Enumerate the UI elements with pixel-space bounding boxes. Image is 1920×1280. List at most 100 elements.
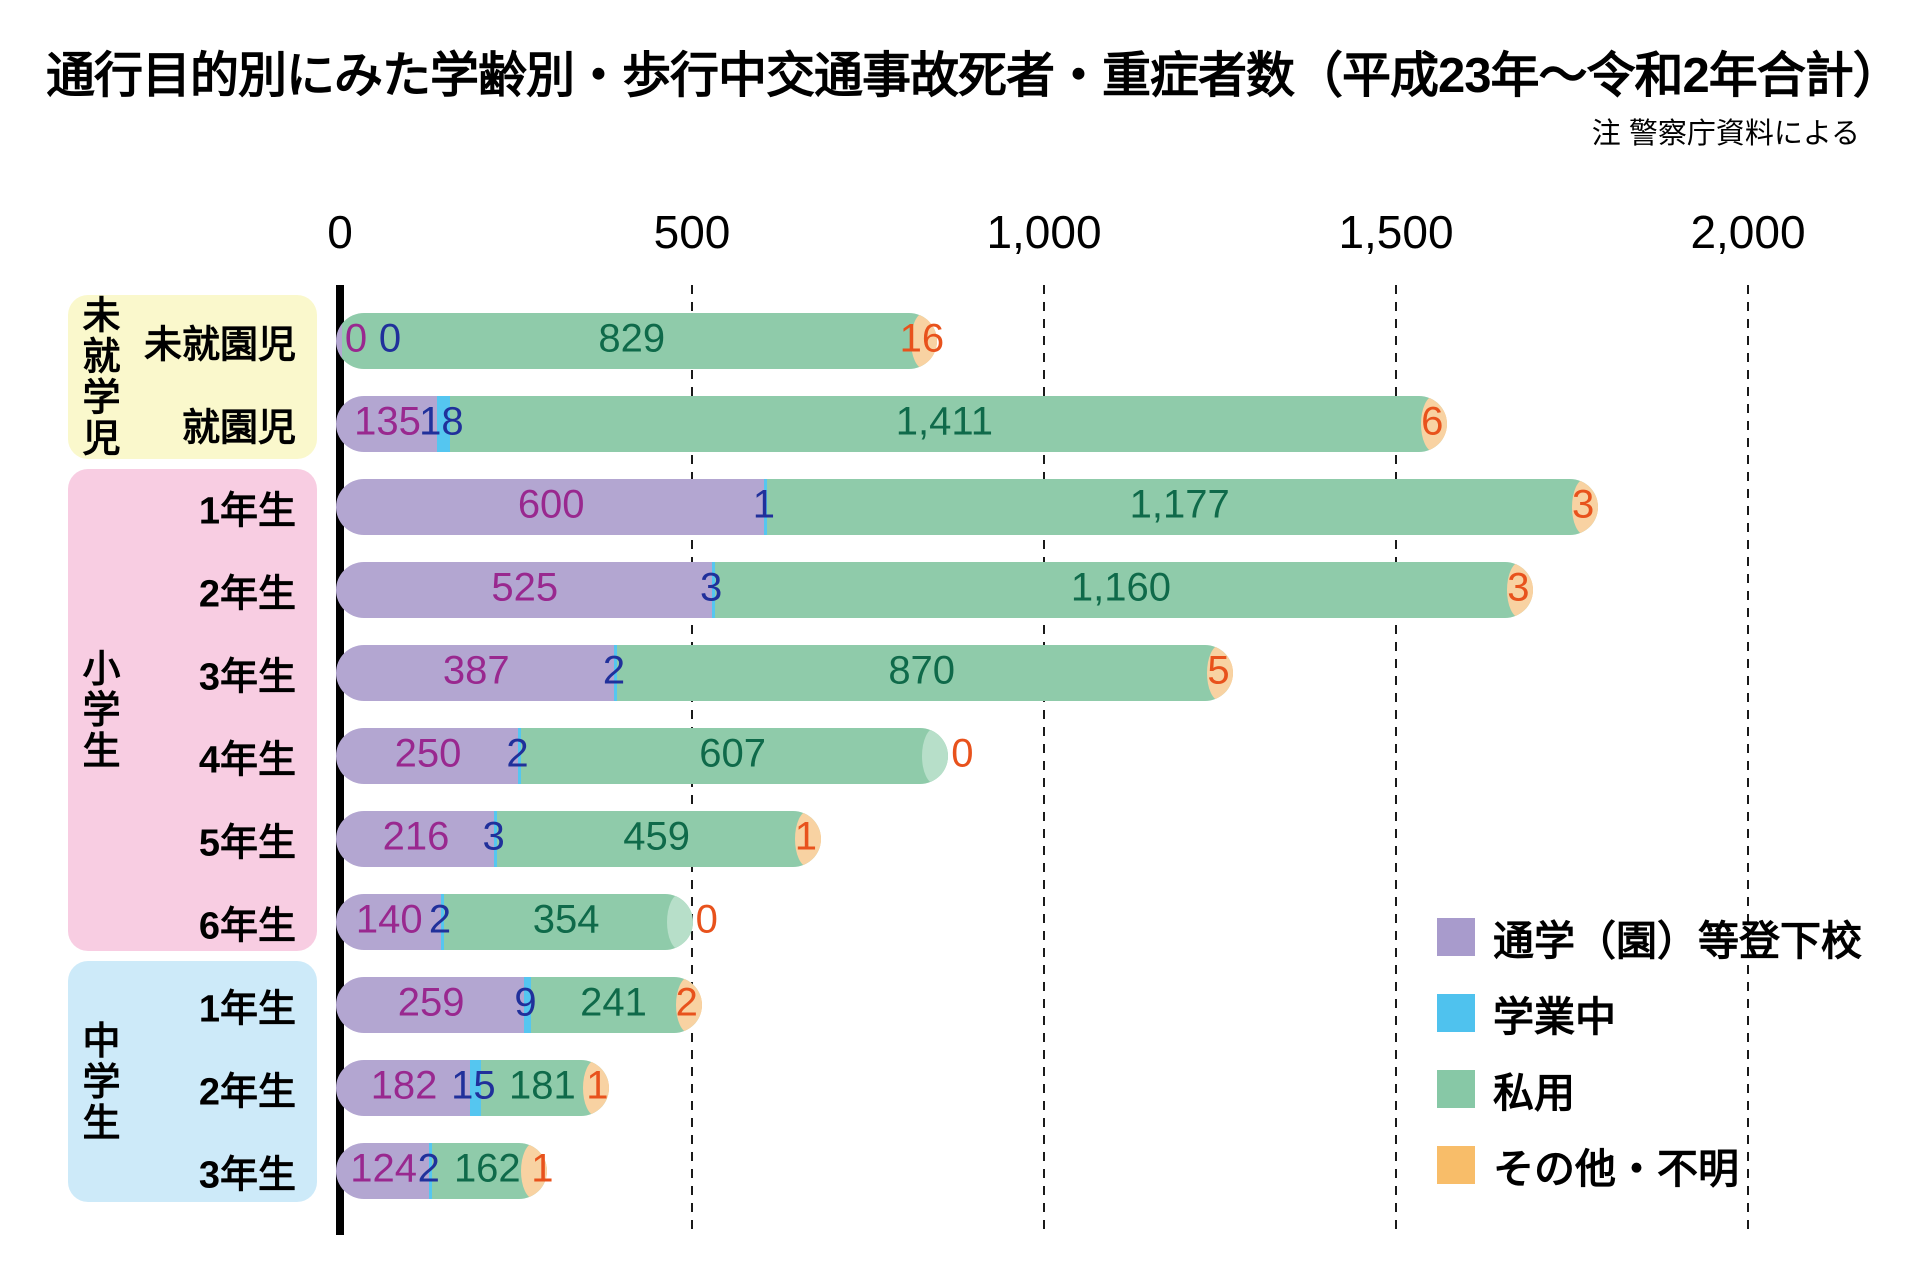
value-label-commute: 182	[370, 1063, 438, 1108]
legend-item-other: その他・不明	[1437, 1143, 1739, 1192]
value-label-commute: 124	[350, 1146, 418, 1191]
value-label-school: 15	[451, 1063, 496, 1108]
segment-commute	[336, 811, 495, 867]
legend-swatch-other	[1437, 1146, 1475, 1184]
row-label: 就園児	[181, 407, 296, 450]
segment-commute	[336, 313, 342, 369]
value-label-school: 3	[699, 565, 723, 610]
bar-row: 135 18 1,411 6	[336, 396, 1896, 452]
bar-end-cap	[922, 728, 949, 784]
row-label: 未就園児	[143, 324, 296, 367]
x-tick-label: 1,000	[986, 206, 1102, 258]
value-label-school: 1	[752, 482, 776, 527]
row-label: 1年生	[198, 988, 296, 1031]
value-label-commute: 135	[354, 399, 421, 444]
segment-commute	[336, 396, 438, 452]
gridline	[1043, 285, 1045, 1235]
value-label-commute: 140	[355, 897, 423, 942]
legend-swatch-school	[1437, 994, 1475, 1032]
segment-private	[767, 479, 1596, 535]
value-label-private: 1,177	[1129, 482, 1230, 527]
segment-commute	[336, 645, 615, 701]
value-label-other: 1	[586, 1063, 609, 1108]
segment-commute	[336, 894, 441, 950]
value-label-other: 0	[695, 897, 718, 942]
value-label-school: 2	[506, 731, 529, 776]
value-label-other: 1	[794, 814, 818, 859]
row-label: 3年生	[198, 1154, 296, 1197]
bar-row: 250 2 607 0	[336, 728, 1896, 784]
x-tick-label: 0	[327, 206, 353, 258]
x-tick-label: 2,000	[1690, 206, 1806, 258]
segment-school	[494, 811, 498, 867]
segment-school	[711, 562, 715, 618]
segment-private	[342, 313, 926, 369]
stacked-bar	[336, 562, 1534, 618]
bar-row: 182 15 181 1	[336, 1060, 1896, 1116]
row-label: 6年生	[198, 905, 296, 948]
legend-item-commute: 通学（園）等登下校	[1437, 915, 1862, 964]
segment-commute	[336, 479, 765, 535]
legend-label-other: その他・不明	[1493, 1146, 1739, 1192]
bar-end-cap	[675, 977, 702, 1033]
bar-row: 140 2 354 0	[336, 894, 1896, 950]
segment-private	[521, 728, 949, 784]
stacked-bar	[336, 977, 702, 1033]
value-label-private: 354	[532, 897, 600, 942]
stacked-bar	[336, 645, 1234, 701]
legend-label-private: 私用	[1493, 1070, 1575, 1116]
segment-school	[524, 977, 531, 1033]
segment-commute	[336, 1060, 471, 1116]
value-label-private: 607	[699, 731, 767, 776]
bar-row: 525 3 1,160 3	[336, 562, 1896, 618]
value-label-commute: 525	[491, 565, 559, 610]
row-label: 2年生	[198, 573, 296, 616]
stacked-bar	[336, 894, 693, 950]
value-label-private: 829	[598, 316, 666, 361]
value-label-private: 162	[453, 1146, 521, 1191]
segment-private	[497, 811, 821, 867]
stacked-bar	[336, 728, 949, 784]
segment-commute	[336, 977, 525, 1033]
chart-title: 通行目的別にみた学齢別・歩行中交通事故死者・重症者数（平成23年～令和2年合計）	[46, 49, 1902, 103]
segment-school	[440, 894, 444, 950]
value-label-school: 2	[417, 1146, 440, 1191]
segment-commute	[336, 728, 518, 784]
value-label-private: 1,411	[895, 399, 993, 444]
value-label-commute: 387	[442, 648, 510, 693]
legend-swatch-private	[1437, 1070, 1475, 1108]
group-panel-1	[68, 469, 317, 951]
segment-school	[437, 396, 450, 452]
value-label-other: 0	[951, 731, 974, 776]
segment-private	[530, 977, 701, 1033]
segment-school	[518, 728, 521, 784]
bar-end-cap	[521, 1143, 548, 1199]
gridline	[1747, 285, 1749, 1235]
row-label: 1年生	[198, 490, 296, 533]
stacked-bar	[336, 1143, 548, 1199]
segment-commute	[336, 1143, 430, 1199]
segment-school	[470, 1060, 481, 1116]
group-label-2: 中学生	[76, 1020, 118, 1143]
value-label-private: 241	[580, 980, 647, 1025]
row-label: 2年生	[198, 1071, 296, 1114]
bar-end-cap	[1207, 645, 1234, 701]
bar-end-cap	[582, 1060, 609, 1116]
segment-school	[764, 479, 768, 535]
bar-end-cap	[666, 894, 693, 950]
value-label-other: 16	[899, 316, 945, 361]
segment-private	[449, 396, 1444, 452]
gridline	[1395, 285, 1397, 1235]
bar-end-cap	[1421, 396, 1448, 452]
group-label-1: 小学生	[76, 648, 118, 772]
value-label-school: 0	[378, 316, 402, 361]
value-label-other: 1	[531, 1146, 554, 1191]
value-label-commute: 250	[394, 731, 462, 776]
value-label-school: 2	[428, 897, 452, 942]
group-panel-0	[68, 295, 317, 459]
bar-row: 216 3 459 1	[336, 811, 1896, 867]
segment-private	[714, 562, 1532, 618]
legend-label-commute: 通学（園）等登下校	[1493, 918, 1862, 964]
bar-end-cap	[1507, 562, 1534, 618]
